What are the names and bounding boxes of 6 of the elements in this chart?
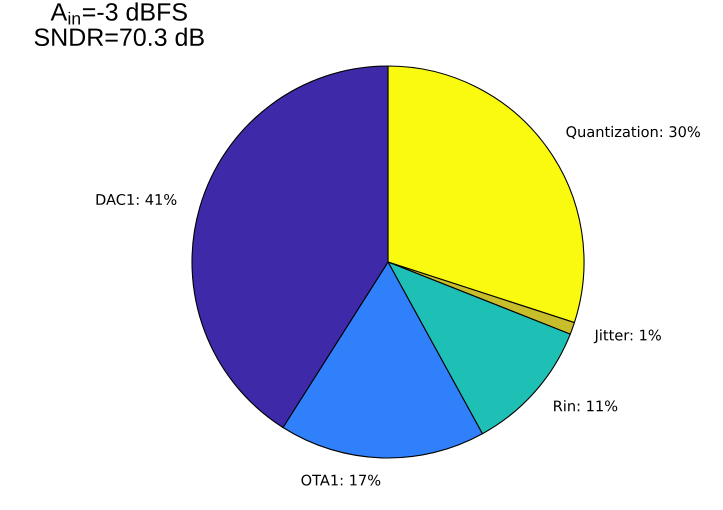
slice-label: OTA1: 17%: [301, 474, 380, 486]
slice-label: DAC1: 41%: [96, 194, 176, 205]
slice-label: Jitter: 1%: [594, 329, 661, 344]
slice-label: Rin: 11%: [554, 400, 618, 412]
slice-label: Quantization: 30%: [566, 126, 700, 139]
chart-title: A$_{in}$=-3 dBFS SNDR=70.3 dB: [34, 2, 204, 46]
